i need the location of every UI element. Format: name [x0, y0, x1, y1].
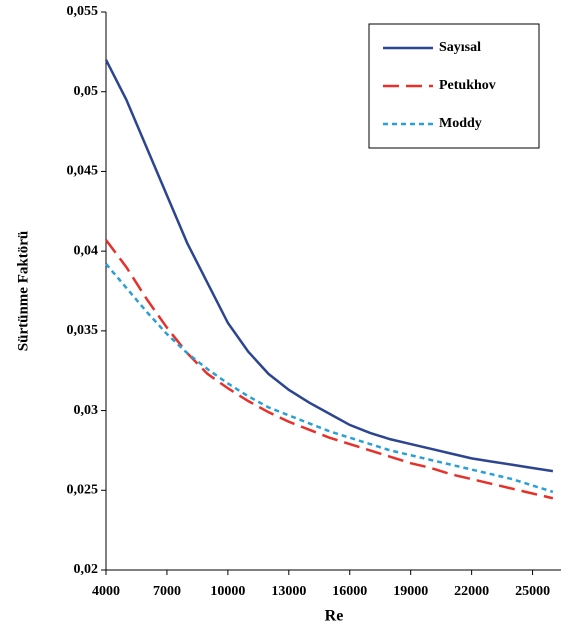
- line-series: [104, 239, 554, 500]
- legend-label: Moddy: [439, 116, 482, 131]
- y-tick-label: 0,05: [74, 84, 99, 99]
- y-axis-label: Sürtünme Faktörü: [15, 231, 31, 351]
- y-tick-label: 0,045: [67, 164, 99, 179]
- x-tick-label: 10000: [210, 584, 245, 599]
- y-tick-label: 0,025: [67, 483, 99, 498]
- x-tick-label: 4000: [92, 584, 120, 599]
- line-series: [105, 263, 554, 494]
- x-tick-label: 7000: [153, 584, 181, 599]
- legend-label: Sayısal: [439, 40, 481, 55]
- x-tick-label: 16000: [332, 584, 367, 599]
- x-axis-label: Re: [325, 608, 344, 625]
- y-tick-label: 0,055: [67, 4, 99, 19]
- y-tick-label: 0,04: [74, 243, 99, 258]
- x-tick-label: 13000: [271, 584, 306, 599]
- x-tick-label: 22000: [454, 584, 489, 599]
- x-tick-label: 25000: [515, 584, 550, 599]
- legend-label: Petukhov: [439, 78, 496, 93]
- y-tick-label: 0,035: [67, 323, 99, 338]
- y-tick-label: 0,03: [74, 403, 99, 418]
- x-tick-label: 19000: [393, 584, 428, 599]
- line-series: [104, 59, 554, 473]
- y-tick-label: 0,02: [74, 562, 99, 577]
